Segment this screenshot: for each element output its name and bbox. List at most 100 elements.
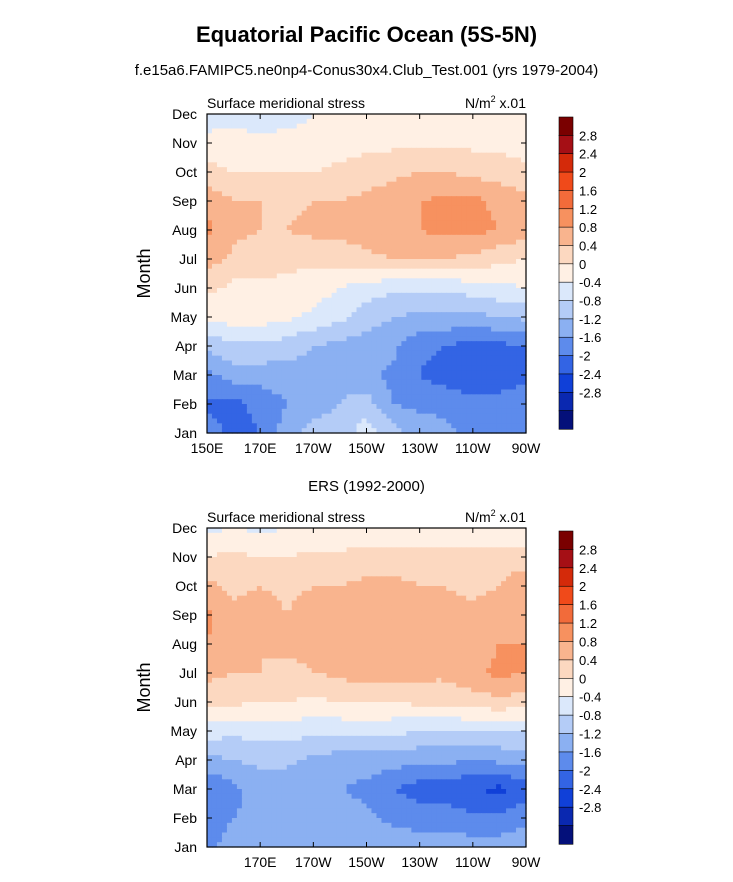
contour-cell — [471, 528, 477, 534]
contour-cell — [411, 254, 417, 260]
contour-cell — [221, 288, 228, 294]
contour-cell — [356, 205, 363, 212]
contour-cell — [261, 571, 268, 577]
contour-cell — [391, 428, 397, 434]
contour-cell — [321, 283, 328, 289]
contour-cell — [361, 123, 368, 130]
contour-cell — [446, 181, 452, 188]
contour-cell — [381, 336, 388, 342]
contour-cell — [486, 181, 492, 188]
contour-cell — [381, 389, 388, 395]
contour-cell — [471, 230, 477, 236]
contour-cell — [416, 413, 422, 420]
contour-cell — [266, 278, 273, 284]
contour-cell — [321, 191, 328, 197]
contour-cell — [376, 201, 383, 207]
contour-cell — [216, 399, 223, 405]
contour-cell — [256, 307, 263, 313]
contour-cell — [356, 571, 363, 577]
contour-cell — [451, 418, 457, 424]
contour-cell — [241, 288, 248, 294]
contour-cell — [211, 239, 218, 246]
contour-cell — [456, 215, 462, 221]
contour-cell — [366, 249, 373, 255]
contour-cell — [406, 186, 412, 192]
x-tick-label: 110W — [455, 440, 491, 456]
contour-cell — [336, 394, 343, 400]
contour-cell — [441, 244, 447, 250]
contour-cell — [266, 528, 273, 534]
contour-cell — [516, 283, 522, 289]
contour-cell — [466, 114, 472, 120]
contour-cell — [481, 254, 487, 260]
contour-cell — [231, 428, 238, 434]
contour-cell — [511, 350, 517, 357]
contour-cell — [511, 167, 517, 173]
contour-cell — [516, 210, 522, 217]
contour-cell — [391, 292, 397, 299]
contour-cell — [311, 413, 318, 420]
contour-cell — [376, 346, 383, 352]
contour-cell — [346, 220, 353, 226]
contour-cell — [351, 528, 358, 534]
contour-cell — [406, 360, 412, 366]
contour-cell — [386, 230, 393, 236]
contour-cell — [411, 552, 417, 558]
colorbar-label: -1.2 — [579, 312, 601, 327]
contour-cell — [281, 365, 288, 371]
contour-cell — [401, 394, 407, 400]
contour-cell — [326, 341, 333, 347]
contour-cell — [241, 225, 248, 231]
contour-cell — [461, 542, 467, 548]
contour-cell — [216, 123, 223, 130]
contour-cell — [446, 542, 452, 548]
contour-cell — [396, 360, 402, 366]
contour-cell — [271, 408, 278, 415]
contour-cell — [281, 220, 288, 226]
contour-cell — [276, 312, 283, 318]
contour-cell — [496, 152, 502, 159]
contour-cell — [207, 181, 213, 188]
x-tick-label: 150W — [348, 440, 385, 456]
contour-cell — [441, 114, 447, 120]
contour-cell — [406, 230, 412, 236]
contour-cell — [361, 254, 368, 260]
contour-cell — [281, 341, 288, 347]
contour-cell — [471, 259, 477, 265]
contour-cell — [221, 172, 228, 178]
contour-cell — [461, 307, 467, 313]
contour-cell — [426, 283, 432, 289]
contour-cell — [386, 418, 393, 424]
contour-cell — [246, 317, 253, 323]
contour-cell — [501, 114, 507, 120]
contour-cell — [276, 215, 283, 221]
contour-cell — [231, 133, 238, 139]
contour-cell — [371, 561, 378, 568]
contour-cell — [346, 557, 353, 563]
contour-cell — [216, 297, 223, 304]
contour-cell — [411, 205, 417, 212]
contour-cell — [326, 215, 333, 221]
contour-cell — [466, 196, 472, 202]
contour-cell — [406, 561, 412, 568]
contour-cell — [381, 302, 388, 308]
contour-cell — [341, 191, 348, 197]
contour-cell — [276, 341, 283, 347]
contour-cell — [516, 181, 522, 188]
contour-cell — [481, 210, 487, 217]
contour-cell — [341, 254, 348, 260]
contour-cell — [236, 220, 243, 226]
contour-cell — [416, 114, 422, 120]
contour-cell — [491, 355, 497, 362]
contour-cell — [306, 355, 313, 362]
contour-cell — [511, 292, 517, 299]
contour-cell — [246, 537, 253, 544]
contour-cell — [326, 157, 333, 163]
contour-cell — [401, 326, 407, 333]
colorbar-box — [558, 391, 574, 412]
contour-cell — [241, 404, 248, 410]
contour-cell — [346, 389, 353, 395]
contour-cell — [351, 379, 358, 386]
contour-cell — [341, 404, 348, 410]
